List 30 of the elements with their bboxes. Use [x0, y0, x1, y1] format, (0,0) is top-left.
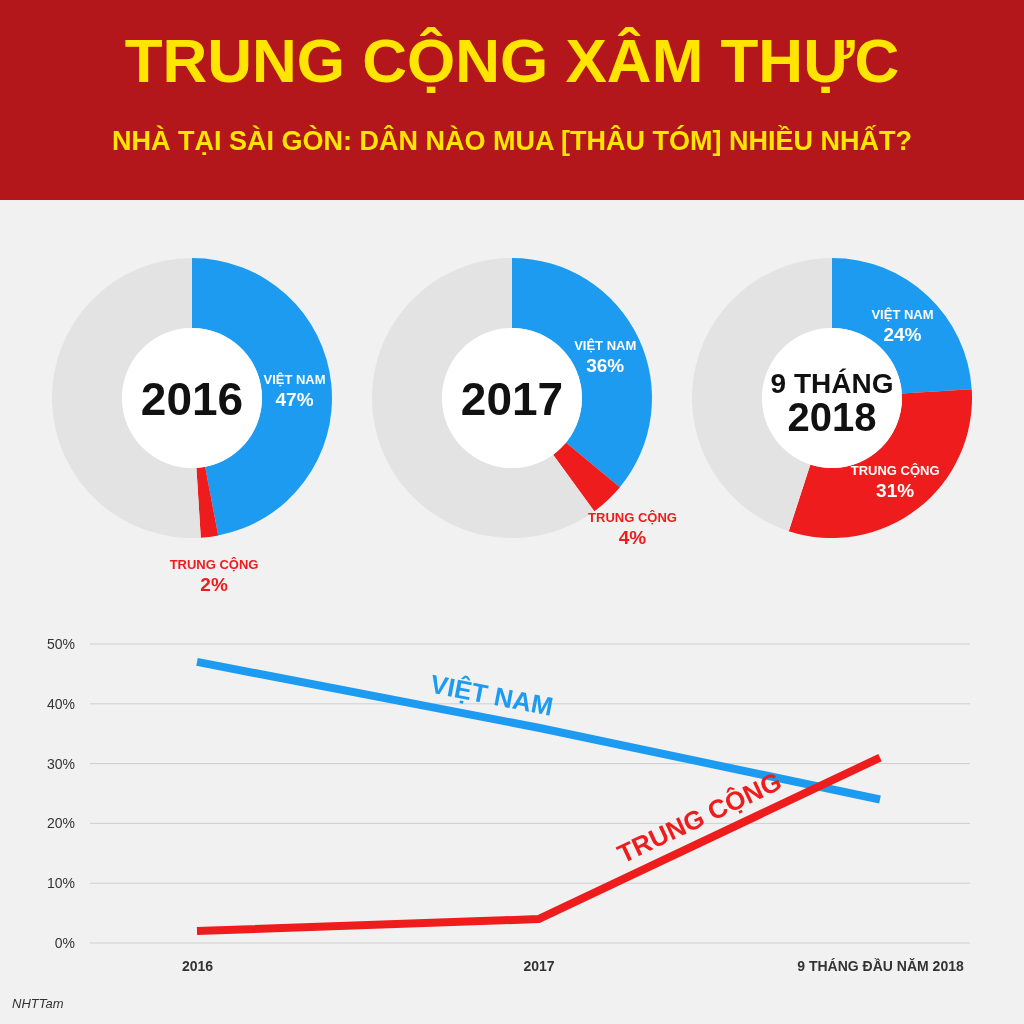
- text: 2016: [140, 372, 244, 425]
- text: TRUNG CỘNG XÂM THỰC: [124, 26, 900, 95]
- data-label: 2%: [200, 573, 228, 595]
- slice-label: TRUNG CỘNG: [169, 556, 259, 572]
- slice-label: VIỆT NAM: [574, 338, 637, 354]
- slice-label: TRUNG CỘNG: [588, 510, 677, 526]
- slice-label: TRUNG CỘNG: [850, 463, 940, 479]
- text: 2017: [460, 372, 564, 425]
- y-tick-label: 40%: [46, 695, 75, 712]
- y-tick-label: 10%: [46, 875, 75, 892]
- data-label: 47%: [275, 389, 314, 411]
- data-label: 36%: [586, 355, 625, 377]
- data-label: 24%: [883, 323, 922, 345]
- x-tick-label: 9 THÁNG ĐẦU NĂM 2018: [797, 957, 964, 974]
- x-tick-label: 2016: [181, 957, 214, 974]
- slice-label: VIỆT NAM: [871, 306, 934, 322]
- data-label: 31%: [876, 480, 915, 502]
- y-tick-label: 50%: [46, 635, 75, 652]
- donut-slice: [553, 442, 620, 512]
- text: NHÀ TẠI SÀI GÒN: DÂN NÀO MUA [THÂU TÓM] NHIỀU NHẤT?: [112, 125, 912, 156]
- slice-label: VIỆT NAM: [263, 372, 326, 388]
- data-label: 4%: [618, 527, 647, 549]
- y-tick-label: 20%: [46, 815, 75, 832]
- y-tick-label: 0%: [54, 934, 75, 951]
- text: NHTTam: [12, 996, 64, 1011]
- text: VIỆT NAM: [427, 668, 556, 722]
- donut-slice: [196, 466, 219, 538]
- x-tick-label: 2017: [523, 957, 555, 974]
- y-tick-label: 30%: [46, 755, 75, 772]
- text: 9 THÁNG 2018: [770, 368, 894, 440]
